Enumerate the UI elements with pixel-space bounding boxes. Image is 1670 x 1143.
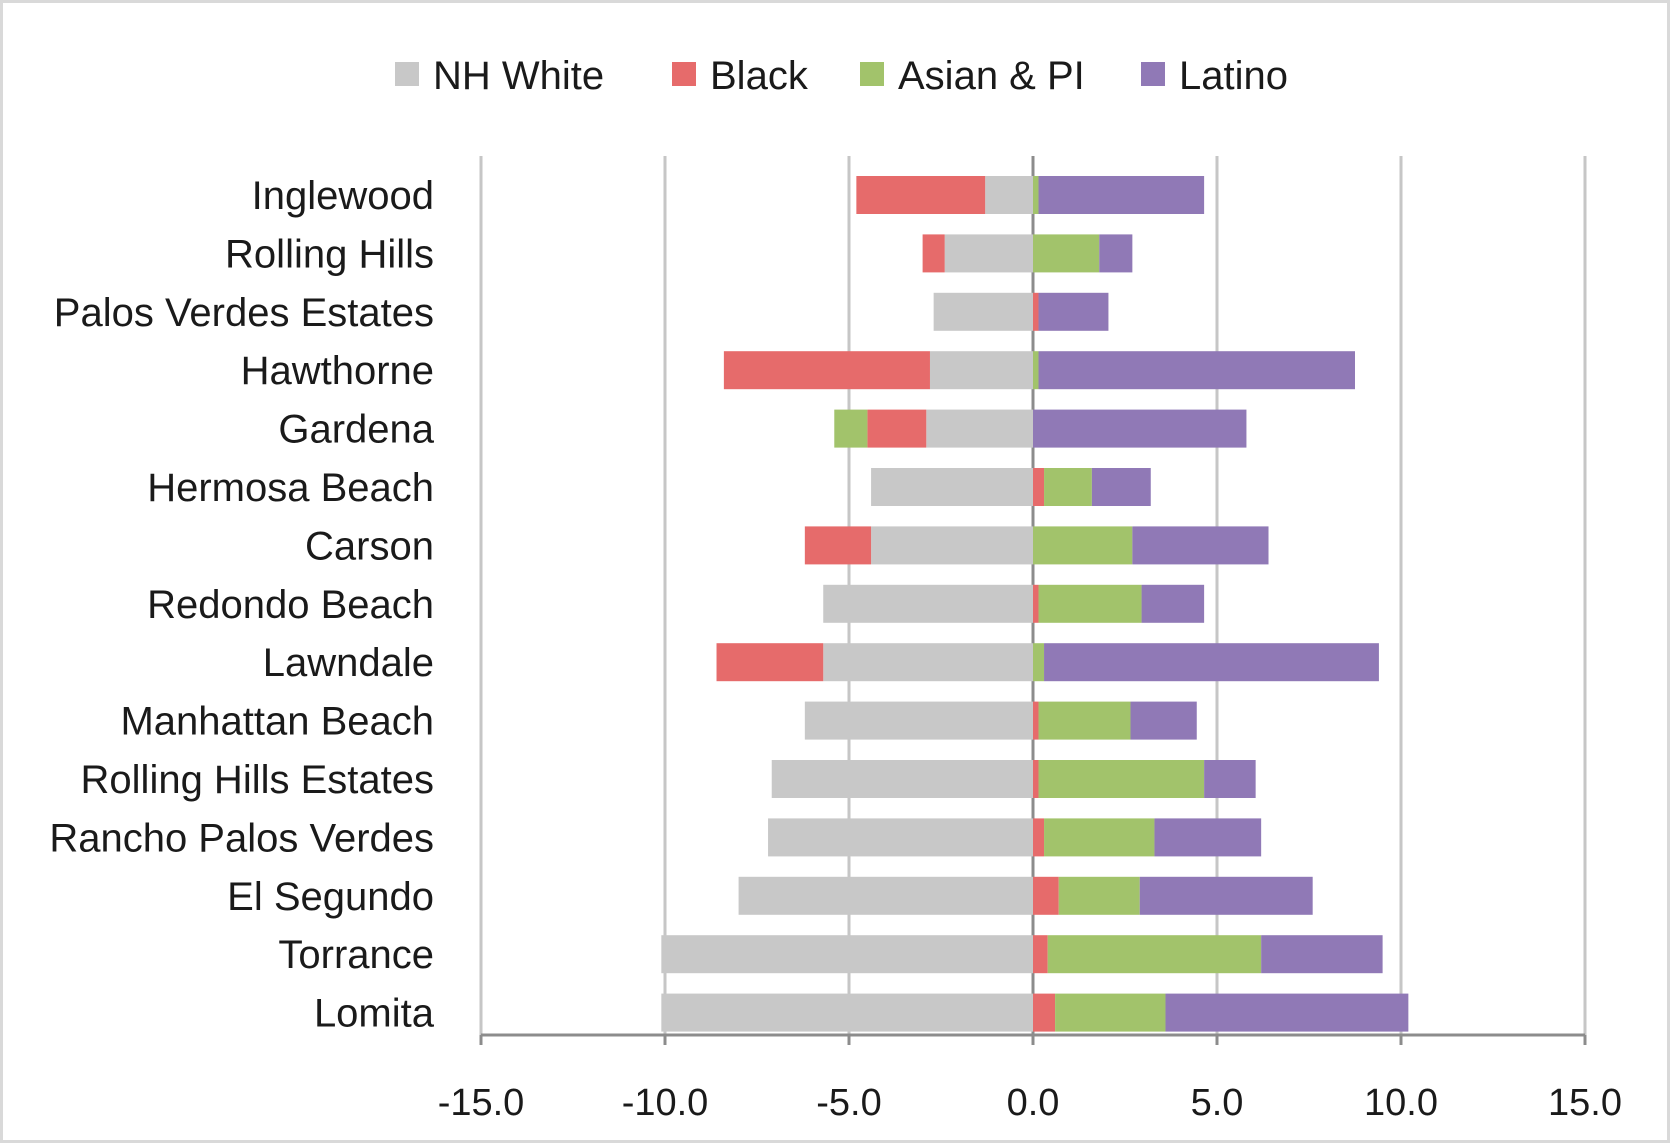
bar-rancho-palos-verdes-black (1033, 818, 1045, 857)
category-label-torrance: Torrance (278, 933, 434, 977)
category-label-palos-verdes-estates: Palos Verdes Estates (54, 291, 434, 335)
bar-manhattan-beach-nh-white (804, 701, 1033, 740)
bar-gardena-latino (1033, 409, 1247, 448)
bar-lawndale-black (716, 643, 824, 682)
x-tick-label: 10.0 (1364, 1082, 1438, 1124)
bar-palos-verdes-estates-nh-white (933, 292, 1033, 331)
bar-hermosa-beach-nh-white (871, 468, 1033, 506)
x-tick-labels: -15.0 -10.0 -5.0 0.0 5.0 10.0 15.0 (438, 1082, 1622, 1124)
category-label-rancho-palos-verdes: Rancho Palos Verdes (49, 816, 434, 860)
bar-carson-nh-white (871, 526, 1033, 565)
bar-hawthorne-nh-white (929, 351, 1033, 390)
bar-palos-verdes-estates-latino (1038, 292, 1109, 331)
bar-inglewood-black (856, 176, 986, 214)
legend-label-latino: Latino (1179, 54, 1288, 98)
bar-carson-black (804, 526, 872, 565)
x-tick-label: -5.0 (816, 1082, 881, 1124)
bar-rolling-hills-estates-asian-pi (1038, 760, 1205, 798)
bar-hawthorne-latino (1038, 351, 1355, 390)
bar-redondo-beach-nh-white (823, 584, 1033, 623)
bar-hawthorne-asian-pi (1033, 351, 1039, 390)
bar-rolling-hills-asian-pi (1033, 234, 1100, 273)
bar-carson-latino (1132, 526, 1269, 565)
bar-rolling-hills-black (922, 234, 945, 273)
bar-rancho-palos-verdes-latino (1154, 818, 1262, 857)
bar-inglewood-asian-pi (1033, 176, 1039, 214)
x-tick-label: 5.0 (1191, 1082, 1244, 1124)
category-label-rolling-hills-estates: Rolling Hills Estates (81, 758, 434, 802)
category-label-hawthorne: Hawthorne (241, 349, 434, 393)
legend-swatch-asian-pi (860, 62, 884, 86)
bar-redondo-beach-black (1033, 584, 1039, 623)
bar-lomita-nh-white (661, 993, 1033, 1032)
x-tick-label: -15.0 (438, 1082, 525, 1124)
bar-rancho-palos-verdes-asian-pi (1044, 818, 1155, 857)
legend-label-black: Black (710, 54, 809, 98)
bar-el-segundo-black (1033, 876, 1059, 915)
category-label-inglewood: Inglewood (252, 174, 434, 218)
bar-lawndale-latino (1044, 643, 1379, 682)
bar-inglewood-nh-white (985, 176, 1033, 214)
bar-torrance-latino (1261, 935, 1383, 974)
axes (479, 1033, 1587, 1045)
bar-manhattan-beach-asian-pi (1038, 701, 1131, 740)
bar-lomita-asian-pi (1055, 993, 1166, 1032)
legend-swatch-black (672, 62, 696, 86)
category-label-gardena: Gardena (278, 408, 434, 452)
bar-hawthorne-black (723, 351, 930, 390)
legend-swatch-nh-white (395, 62, 419, 86)
category-label-lawndale: Lawndale (263, 641, 434, 685)
x-tick-label: 0.0 (1007, 1082, 1060, 1124)
bar-inglewood-latino (1038, 176, 1205, 214)
bar-manhattan-beach-black (1033, 701, 1039, 740)
bar-rolling-hills-latino (1099, 234, 1133, 273)
bar-el-segundo-asian-pi (1058, 876, 1140, 915)
category-label-lomita: Lomita (314, 992, 435, 1036)
category-labels: Inglewood Rolling Hills Palos Verdes Estat… (49, 174, 434, 1036)
x-tick-label: -10.0 (622, 1082, 709, 1124)
legend-label-nh-white: NH White (433, 54, 604, 98)
bar-hermosa-beach-black (1033, 468, 1045, 506)
bar-rolling-hills-estates-latino (1204, 760, 1256, 798)
bar-rolling-hills-nh-white (944, 234, 1033, 273)
bar-manhattan-beach-latino (1130, 701, 1197, 740)
bar-lawndale-asian-pi (1033, 643, 1045, 682)
bar-redondo-beach-latino (1141, 584, 1205, 623)
bar-gardena-asian-pi (834, 409, 868, 448)
bar-el-segundo-latino (1139, 876, 1313, 915)
gridlines (479, 156, 1587, 1035)
bar-carson-asian-pi (1033, 526, 1133, 565)
bar-el-segundo-nh-white (738, 876, 1033, 915)
bar-gardena-nh-white (926, 409, 1033, 448)
legend-label-asian-pi: Asian & PI (898, 54, 1085, 98)
bar-hermosa-beach-asian-pi (1044, 468, 1092, 506)
category-label-manhattan-beach: Manhattan Beach (120, 700, 434, 744)
bar-lawndale-nh-white (823, 643, 1033, 682)
bar-torrance-asian-pi (1047, 935, 1262, 974)
category-label-el-segundo: El Segundo (227, 875, 434, 919)
bar-palos-verdes-estates-black (1033, 292, 1039, 331)
x-tick-label: 15.0 (1548, 1082, 1622, 1124)
bar-torrance-black (1033, 935, 1048, 974)
bar-rolling-hills-estates-black (1033, 760, 1039, 798)
category-label-redondo-beach: Redondo Beach (147, 583, 434, 627)
bar-rancho-palos-verdes-nh-white (768, 818, 1033, 857)
category-label-carson: Carson (305, 524, 434, 568)
category-label-rolling-hills: Rolling Hills (225, 232, 434, 276)
bar-gardena-black (867, 409, 927, 448)
bars (661, 176, 1409, 1032)
bar-lomita-latino (1165, 993, 1409, 1032)
bar-redondo-beach-asian-pi (1038, 584, 1142, 623)
legend-swatch-latino (1141, 62, 1165, 86)
bar-lomita-black (1033, 993, 1056, 1032)
bar-rolling-hills-estates-nh-white (771, 760, 1033, 798)
bar-hermosa-beach-latino (1091, 468, 1151, 506)
legend: NH White Black Asian & PI Latino (395, 54, 1288, 98)
bar-torrance-nh-white (661, 935, 1033, 974)
category-label-hermosa-beach: Hermosa Beach (147, 466, 434, 510)
